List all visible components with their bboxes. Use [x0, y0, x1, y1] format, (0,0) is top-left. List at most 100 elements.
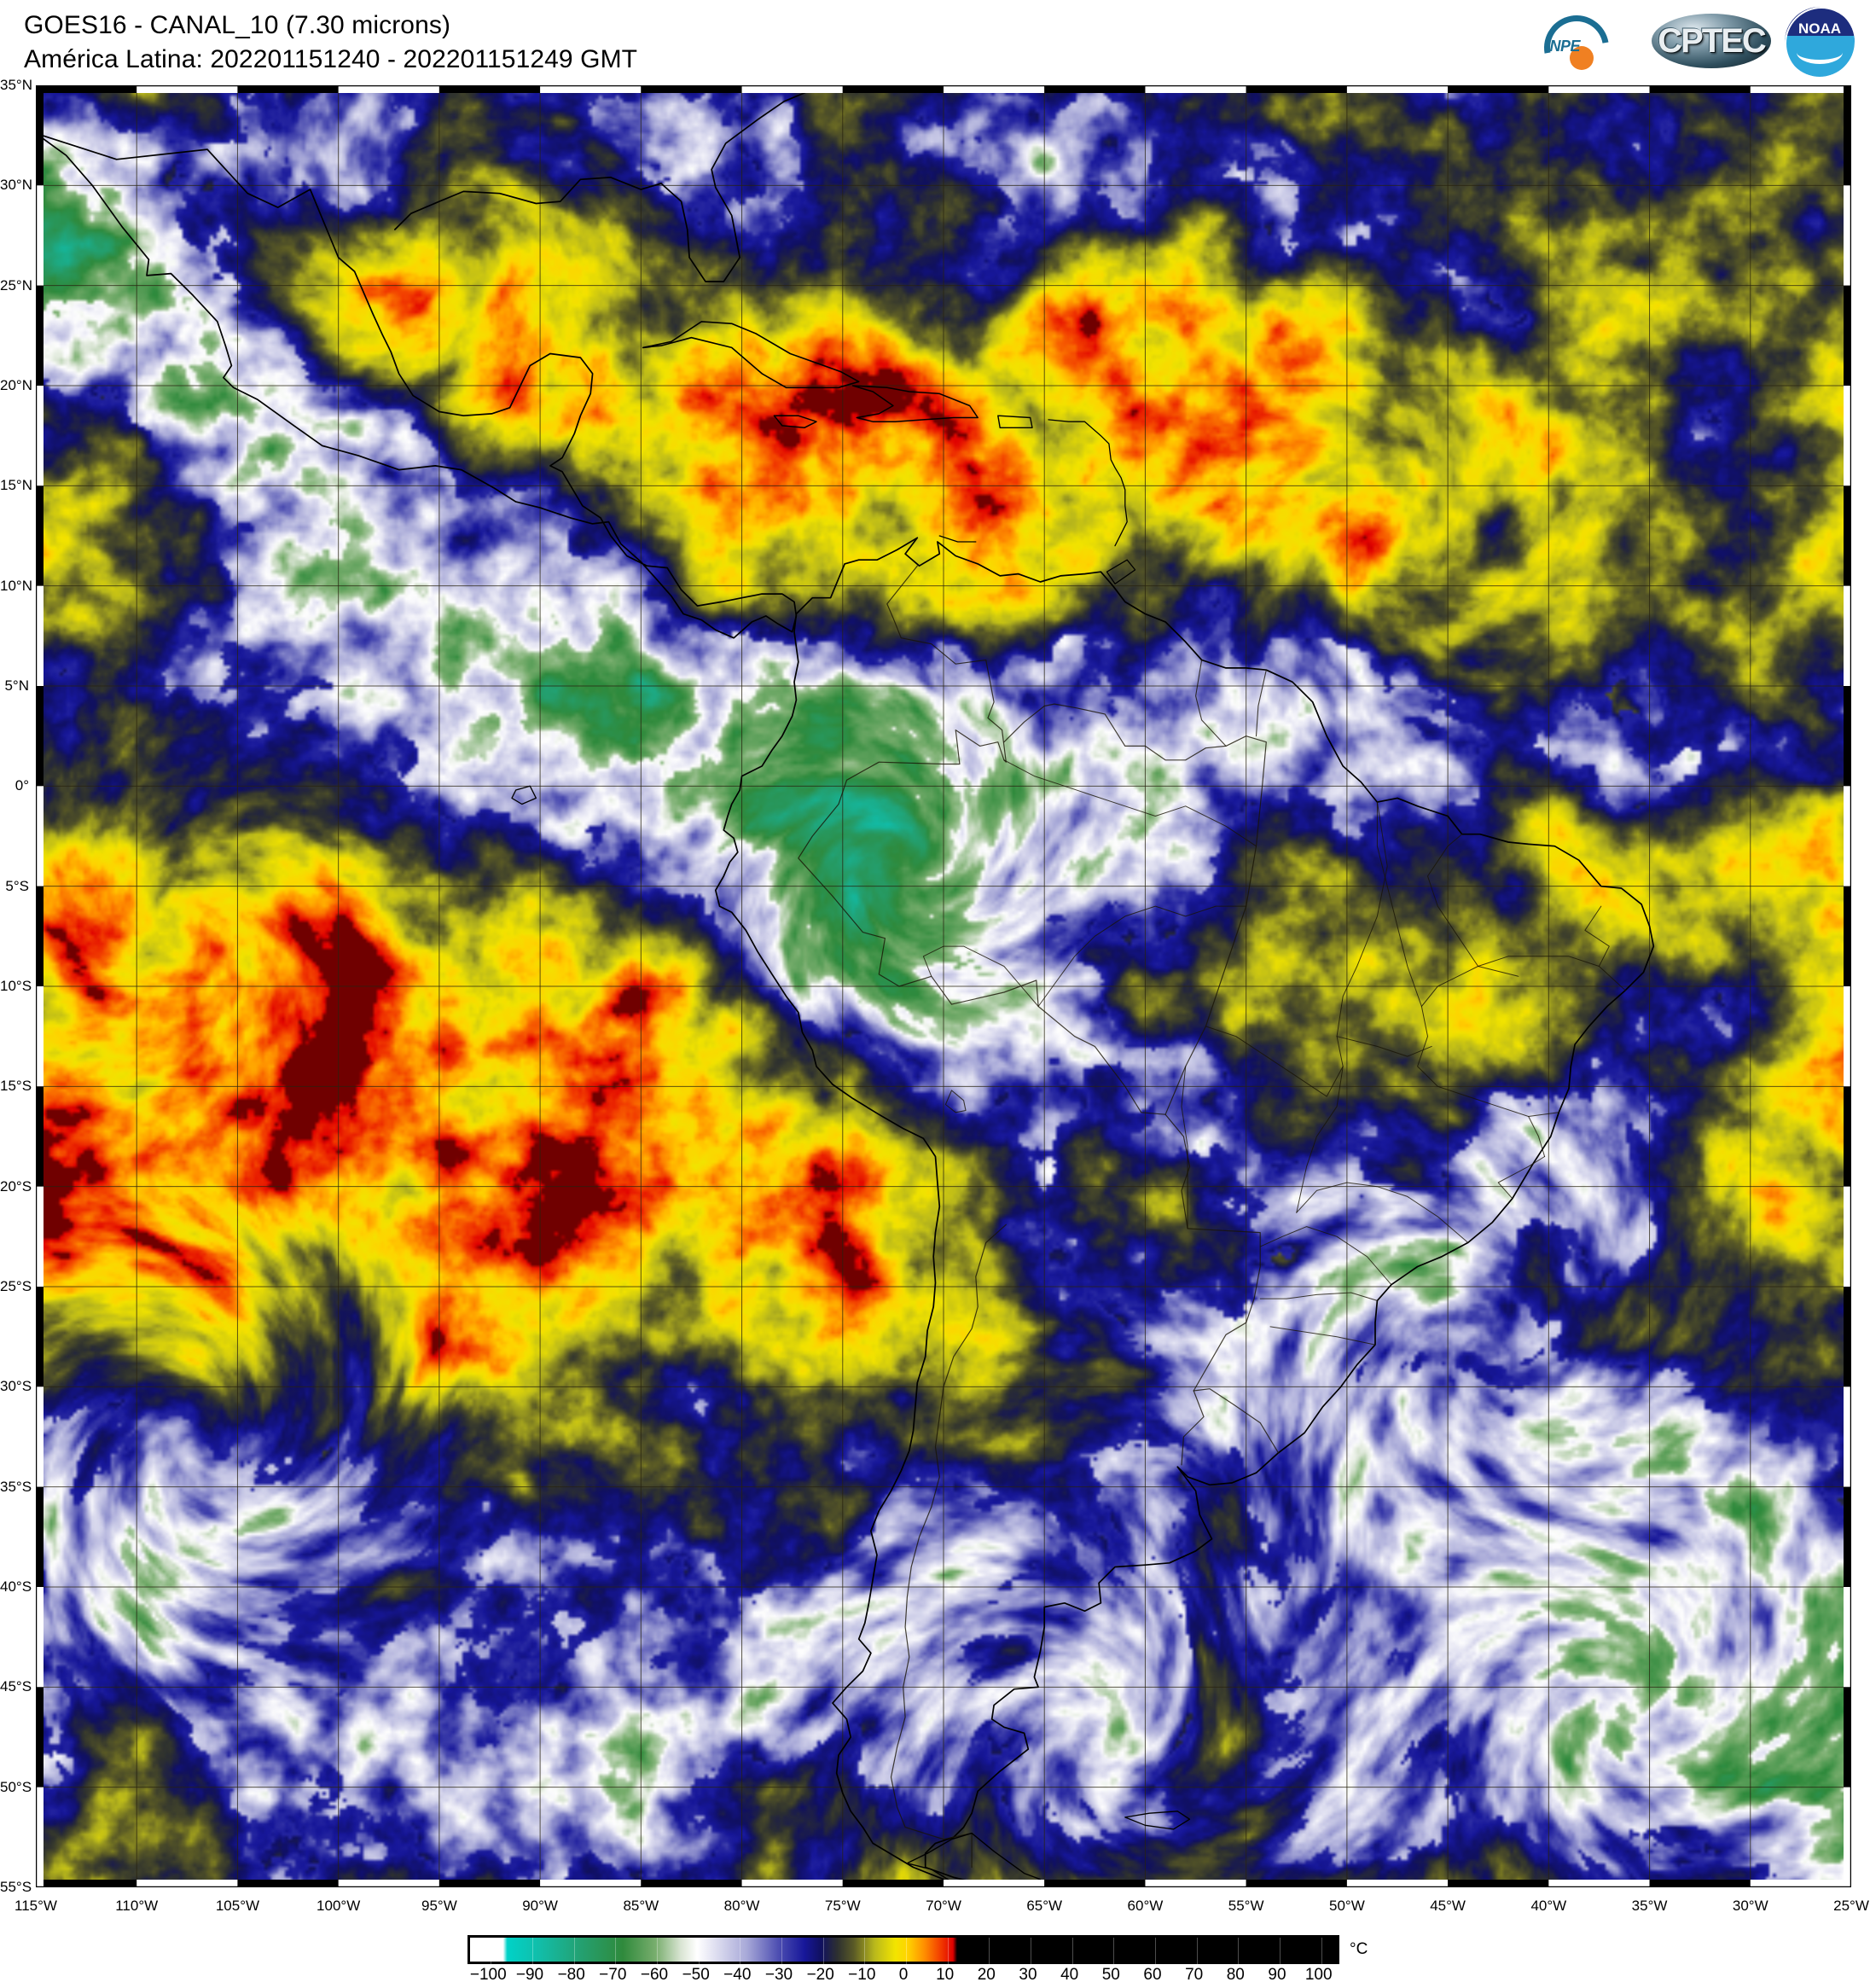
noaa-logo: NOAA [1785, 5, 1858, 80]
colorbar-tick [1321, 1938, 1322, 1967]
coastline-gulf-and-us-east [394, 85, 824, 282]
colorbar-tick-label: 50 [1101, 1966, 1120, 1984]
border-brazil-guianas [1003, 703, 1267, 1115]
colorbar-tick [698, 1938, 700, 1967]
longitude-tick-label: 65°W [1026, 1898, 1063, 1914]
colorbar-tick [1113, 1938, 1115, 1967]
border-bahia [1417, 966, 1559, 1117]
colorbar-tickmarks [470, 1938, 1342, 1967]
inpe-logo: INPE [1531, 3, 1638, 93]
colorbar-tick [989, 1938, 990, 1967]
colorbar-tick-label: 0 [898, 1966, 909, 1984]
coastline-puerto-rico [997, 415, 1033, 428]
border-es-mg [1497, 1156, 1546, 1200]
colorbar-tick-label: −90 [515, 1966, 544, 1984]
noaa-seal-rim [1785, 7, 1858, 80]
colorbar-tick [864, 1938, 866, 1967]
coastline-lesser-antilles [1048, 419, 1128, 547]
longitude-tick-label: 110°W [115, 1898, 159, 1914]
border-ms-mt [1181, 1066, 1188, 1229]
coastline-jamaica [773, 415, 817, 429]
colorbar-tick [573, 1938, 575, 1967]
colorbar-tick [1071, 1938, 1073, 1967]
colorbar-tick [1280, 1938, 1281, 1967]
border-am-ro-mt [1037, 905, 1247, 1007]
cptec-logo: CPTEC [1652, 5, 1771, 77]
coastline-trinidad [1106, 559, 1136, 584]
coastline-north-america [36, 132, 798, 639]
longitude-tick-label: 75°W [824, 1898, 861, 1914]
colorbar-tick-label: −30 [764, 1966, 793, 1984]
colorbar-tick-label: −80 [557, 1966, 585, 1984]
logo-bar: INPE CPTEC NOAA [1531, 3, 1858, 93]
colorbar-tick [1238, 1938, 1240, 1967]
latitude-tick-label: 30°S [0, 1378, 32, 1395]
border-acre-amazonas [922, 945, 1039, 1007]
colorbar-tick [906, 1938, 907, 1967]
map-frame [36, 85, 1851, 1887]
longitude-tick-label: 60°W [1127, 1898, 1164, 1914]
latitude-tick-label: 20°N [0, 377, 32, 393]
latitude-tick-label: 10°N [0, 577, 32, 594]
longitude-tick-label: 55°W [1228, 1898, 1264, 1914]
colorbar-gradient [470, 1938, 1337, 1962]
colorbar-tick-label: 60 [1143, 1966, 1162, 1984]
longitude-tick-label: 105°W [215, 1898, 260, 1914]
longitude-tick-label: 115°W [15, 1898, 57, 1914]
coastline-galapagos [511, 785, 537, 805]
colorbar: °C −100 −90 −80 −70 −60 −50 −40 −30 −20 −10 0 10 20 3… [468, 1935, 1372, 1984]
border-parana-sc [1259, 1292, 1378, 1301]
satellite-map[interactable] [36, 85, 1851, 1887]
colorbar-tick-label: 80 [1226, 1966, 1245, 1984]
border-suriname-guyana [1195, 659, 1227, 747]
longitude-tick-label: 70°W [926, 1898, 961, 1914]
satellite-image-canvas[interactable] [36, 85, 1851, 1887]
border-sp-ms [1259, 1226, 1392, 1286]
colorbar-tick-label: 100 [1304, 1966, 1333, 1984]
longitude-tick-label: 45°W [1430, 1898, 1466, 1914]
longitude-tick-label: 50°W [1328, 1898, 1365, 1914]
border-al-se-pb [1584, 905, 1610, 967]
latitude-tick-label: 30°N [0, 177, 32, 194]
product-title: GOES16 - CANAL_10 (7.30 microns) [24, 11, 451, 39]
border-chile-argentina [890, 1224, 1007, 1869]
coastline-abc-islands [938, 535, 977, 543]
inpe-logo-text: INPE [1546, 38, 1581, 55]
coastline-cuba [642, 321, 860, 389]
border-mt-interior [1205, 1026, 1344, 1097]
longitude-tick-label: 25°W [1833, 1898, 1869, 1914]
latitude-tick-label: 40°S [0, 1578, 32, 1595]
title-block: GOES16 - CANAL_10 (7.30 microns) América… [24, 9, 637, 76]
lake-titicaca [944, 1090, 967, 1113]
border-sp-mg [1296, 1182, 1469, 1243]
colorbar-tick [532, 1938, 533, 1967]
colorbar-tick-label: 90 [1268, 1966, 1286, 1984]
longitude-tick-label: 90°W [522, 1898, 558, 1914]
border-pi-pe [1478, 966, 1519, 977]
colorbar-tick-label: −60 [640, 1966, 669, 1984]
border-mg-es-south [1528, 1116, 1546, 1157]
latitude-tick-label: 35°N [0, 77, 32, 93]
colorbar-tick-label: 40 [1060, 1966, 1079, 1984]
longitude-tick-label: 40°W [1530, 1898, 1567, 1914]
latitude-tick-label: 15°N [0, 477, 32, 494]
latitude-tick-label: 10°S [0, 978, 32, 994]
border-to-go-ba [1336, 1036, 1432, 1057]
colorbar-tick [1155, 1938, 1156, 1967]
latitude-tick-label: 25°N [0, 276, 32, 294]
border-french-guiana [1255, 669, 1267, 737]
border-uruguay-argentina [1181, 1390, 1205, 1466]
inpe-dot-icon [1570, 46, 1594, 70]
colorbar-tick-labels: −100 −90 −80 −70 −60 −50 −40 −30 −20 −10 0 10 20 30 40… [468, 1966, 1339, 1988]
latitude-tick-label: 5°S [5, 877, 29, 894]
header: GOES16 - CANAL_10 (7.30 microns) América… [0, 0, 1870, 93]
colorbar-tick-label: 10 [936, 1966, 955, 1984]
longitude-tick-label: 85°W [623, 1898, 659, 1914]
border-am-pa [1003, 759, 1257, 847]
colorbar-tick [822, 1938, 824, 1967]
border-sc-rs [1269, 1326, 1376, 1346]
colorbar-tick-label: −10 [848, 1966, 876, 1984]
latitude-tick-label: 15°S [0, 1078, 32, 1095]
graticule [36, 85, 1851, 1887]
latitude-tick-label: 35°S [0, 1478, 32, 1495]
